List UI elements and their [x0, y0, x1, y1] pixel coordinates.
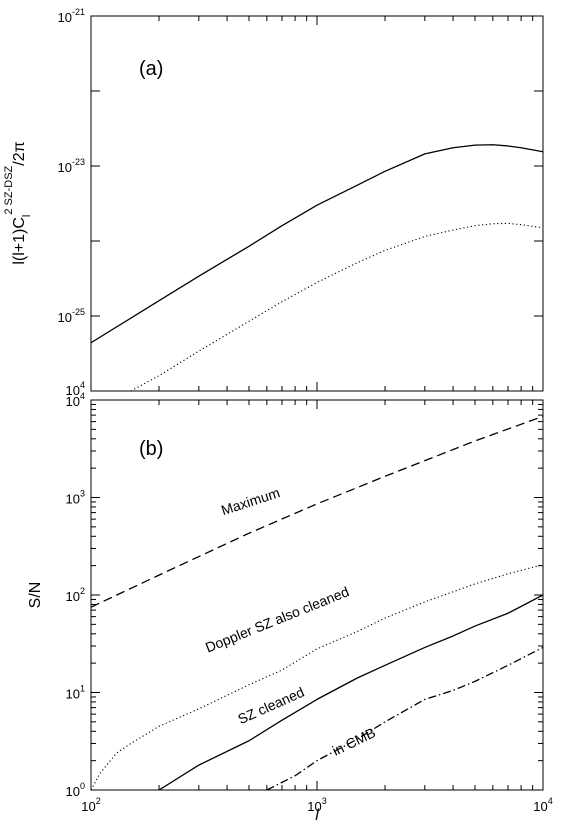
series-line-series-0: [91, 144, 543, 344]
x-tick-label: 103: [307, 796, 326, 814]
annotation-maximum: Maximum: [219, 484, 282, 518]
annotation-sz-cleaned: SZ cleaned: [235, 684, 306, 727]
y-tick-label: 104: [66, 380, 85, 398]
series-line-maximum: [91, 415, 543, 608]
series-line-series-1: [130, 222, 543, 391]
panel-b-series: [91, 415, 543, 790]
y-tick-label: 100: [66, 781, 85, 799]
panel-a-y-axis-title: l(l+1)Cl2 SZ-DSZ/2π: [3, 141, 33, 264]
y-tick-label: 102: [66, 586, 85, 604]
y-tick-label: 104: [66, 391, 85, 409]
y-tick-label: 10-23: [58, 157, 85, 175]
series-line-sz-cleaned: [158, 594, 543, 790]
panel-a-tick-labels: 10-21 10-23 10-25 104: [58, 7, 85, 398]
panel-a-label: (a): [139, 58, 163, 80]
panel-b: 100 101 102 103 104 102 103 104 (b) S/N l Maxim…: [27, 391, 553, 824]
annotation-doppler-sz-also-cleaned: Doppler SZ also cleaned: [203, 583, 351, 655]
panel-b-ticks: [90, 400, 543, 791]
panel-a-series: [91, 144, 543, 391]
y-tick-label: 10-25: [58, 307, 85, 325]
x-tick-label: 104: [533, 796, 552, 814]
panel-b-label: (b): [139, 438, 163, 460]
y-tick-label: 103: [66, 489, 85, 507]
panel-a-ticks: [90, 15, 543, 392]
y-tick-label: 101: [66, 684, 85, 702]
series-line-in-cmb: [266, 646, 543, 790]
panel-b-x-axis-title: l: [315, 807, 319, 824]
panel-a: 10-21 10-23 10-25 104 (a) l(l+1)Cl2 SZ-DSZ/…: [3, 7, 544, 398]
y-tick-label: 10-21: [58, 7, 85, 25]
annotation-in-cmb: in CMB: [330, 724, 378, 759]
x-tick-label: 102: [81, 796, 100, 814]
panel-b-tick-labels: 100 101 102 103 104 102 103 104: [66, 391, 553, 814]
panel-b-y-axis-title: S/N: [27, 582, 44, 609]
